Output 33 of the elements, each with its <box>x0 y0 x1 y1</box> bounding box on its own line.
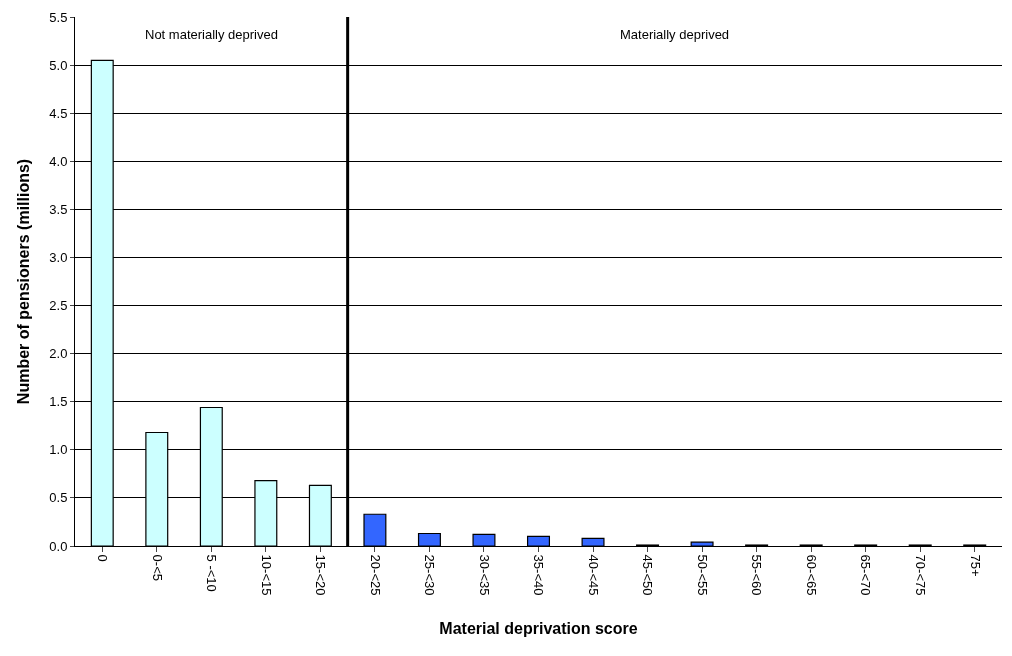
x-tick-label: 60-<65 <box>803 554 819 596</box>
x-tick-label: 70-<75 <box>912 554 928 596</box>
x-tick-label: 35-<40 <box>531 554 547 596</box>
x-tick-label: 25-<30 <box>422 554 438 596</box>
x-tick-label: 65-<70 <box>858 554 874 596</box>
y-tick-label: 5.0 <box>49 57 68 73</box>
y-tick-label: 3.5 <box>49 201 68 217</box>
y-tick-label: 2.5 <box>49 298 68 314</box>
x-tick-label: 50-<55 <box>694 554 710 596</box>
y-tick-label: 4.5 <box>49 105 68 121</box>
x-tick-label: 0 <box>95 554 111 562</box>
x-tick-label: 55-<60 <box>749 554 765 596</box>
x-tick-label: 10-<15 <box>258 554 274 596</box>
annotation: Materially deprived <box>620 27 730 42</box>
x-tick-label: 30-<35 <box>476 554 492 596</box>
x-tick-label: 0-<5 <box>149 554 165 581</box>
x-tick-label: 20-<25 <box>367 554 383 596</box>
y-tick-label: 2.0 <box>49 346 68 362</box>
annotation: Not materially deprived <box>145 27 278 42</box>
x-axis-title: Material deprivation score <box>439 620 638 638</box>
y-tick-label: 5.5 <box>49 9 68 25</box>
x-tick-label: 15-<20 <box>313 554 329 596</box>
x-tick-label: 45-<50 <box>640 554 656 596</box>
y-axis-title: Number of pensioners (millions) <box>15 158 33 405</box>
y-tick-label: 1.0 <box>49 442 68 458</box>
y-tick-label: 0.0 <box>49 538 68 554</box>
x-tick-label: 5 -<10 <box>204 554 220 592</box>
x-tick-label: 75+ <box>967 554 983 577</box>
y-tick-label: 3.0 <box>49 250 68 265</box>
y-tick-label: 1.5 <box>49 394 68 410</box>
x-tick-label: 40-<45 <box>585 554 601 596</box>
y-tick-label: 4.0 <box>49 153 68 169</box>
y-tick-label: 0.5 <box>49 490 68 506</box>
